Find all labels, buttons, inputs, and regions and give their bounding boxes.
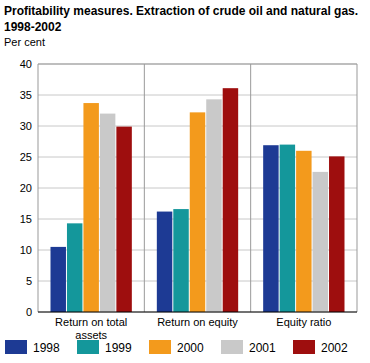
x-tick-line: Return on equity [157,316,238,328]
title-line: Profitability measures. Extraction of cr… [4,4,358,18]
x-tick-line: assets [75,329,107,341]
legend-label: 2002 [321,341,348,355]
plot-top [38,64,357,65]
x-tick-line: Equity ratio [276,316,331,328]
y-tick-label: 10 [20,244,32,256]
legend-swatch [293,340,315,354]
grid-line [38,95,357,96]
bar [100,114,115,312]
bar [280,145,295,312]
y-tick-label: 35 [20,89,32,101]
grid-line [38,312,357,313]
legend-swatch [221,340,243,354]
group-separator [250,64,251,312]
bars [51,88,345,312]
grid-line [38,64,357,65]
legend-swatch [5,340,27,354]
bar [173,209,188,312]
bar [206,99,221,312]
bar [329,156,344,312]
y-tick-label: 20 [20,182,32,194]
legend-label: 1999 [105,341,132,355]
x-tick-label: Return on totalassets [55,316,127,341]
x-tick-label: Equity ratio [276,316,331,328]
legend-label: 1998 [33,341,60,355]
x-tick-label: Return on equity [157,316,238,328]
bar [67,223,82,312]
legend-label: 2000 [177,341,204,355]
y-tick-label: 25 [20,151,32,163]
bar [296,151,311,312]
bar [83,103,98,312]
bar [116,127,131,312]
title: Profitability measures. Extraction of cr… [4,4,358,34]
y-tick-label: 30 [20,120,32,132]
y-tick-label: 40 [20,58,32,70]
x-tick-line: Return on total [55,316,127,328]
bar [263,145,278,312]
legend-swatch [77,340,99,354]
group-separator [144,64,145,312]
bar [51,247,66,312]
group-separator [38,64,39,312]
bar [190,112,205,312]
legend-label: 2001 [249,341,276,355]
chart: Profitability measures. Extraction of cr… [0,0,370,363]
legend-swatch [149,340,171,354]
y-axis-label: Per cent [4,36,45,48]
bar [223,88,238,312]
group-separator [357,64,358,312]
bar [157,212,172,312]
bar [313,172,328,312]
y-tick-label: 15 [20,213,32,225]
y-tick-label: 5 [26,275,32,287]
x-axis [38,312,357,313]
title-line: 1998-2002 [4,20,62,34]
y-tick-label: 0 [26,306,32,318]
